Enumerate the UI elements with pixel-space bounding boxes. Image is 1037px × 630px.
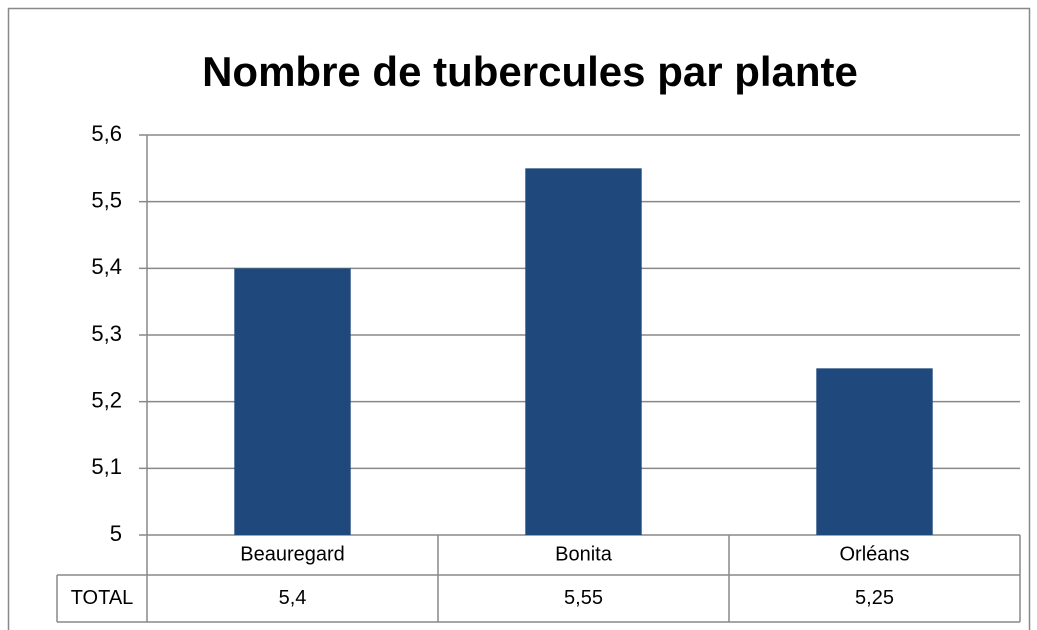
legend-label: TOTAL: [71, 587, 134, 609]
y-tick-label: 5: [110, 521, 122, 546]
bar: [816, 368, 933, 535]
chart-border: [7, 7, 1031, 630]
y-tick-label: 5,4: [91, 254, 122, 279]
data-label: 5,25: [855, 587, 894, 609]
x-tick-label: Bonita: [555, 543, 613, 565]
x-tick-label: Orléans: [839, 543, 909, 565]
y-tick-label: 5,3: [91, 321, 122, 346]
bar: [525, 168, 642, 536]
y-tick-label: 5,5: [91, 187, 122, 212]
data-label: 5,55: [564, 587, 603, 609]
x-tick-label: Beauregard: [240, 543, 345, 565]
data-label: 5,4: [279, 587, 307, 609]
chart-title: Nombre de tubercules par plante: [202, 48, 858, 95]
y-tick-label: 5,1: [91, 454, 122, 479]
bar: [234, 268, 351, 535]
y-tick-label: 5,2: [91, 387, 122, 412]
y-tick-label: 5,6: [91, 121, 122, 146]
